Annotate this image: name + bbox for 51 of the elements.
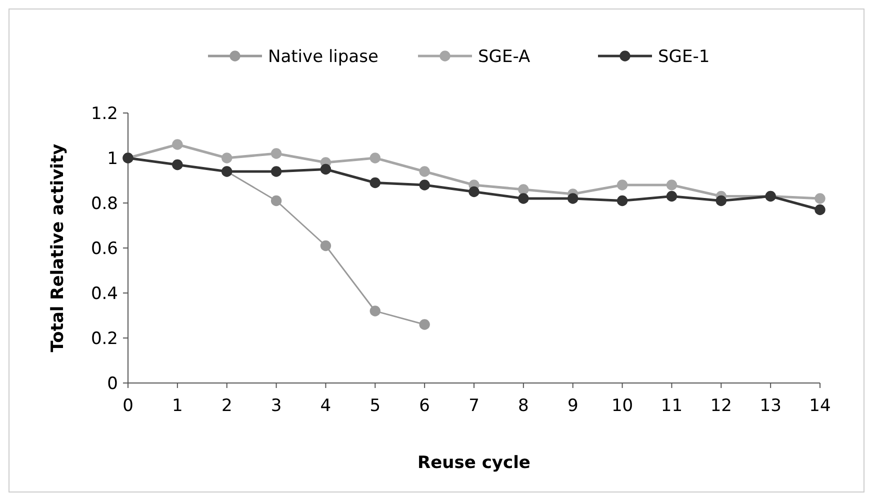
point bbox=[270, 195, 282, 206]
point bbox=[370, 152, 380, 164]
x-tick-label: 12 bbox=[710, 396, 732, 416]
y-tick-label: 0.4 bbox=[90, 284, 118, 304]
point bbox=[616, 195, 628, 206]
x-tick-label: 9 bbox=[567, 396, 578, 416]
legend-label: Native lipase bbox=[268, 46, 378, 67]
y-tick-label: 0.6 bbox=[90, 238, 118, 259]
point bbox=[419, 319, 430, 330]
point bbox=[419, 166, 430, 177]
point bbox=[518, 193, 529, 204]
x-tick-label: 1 bbox=[172, 396, 183, 416]
x-tick-label: 14 bbox=[809, 396, 831, 416]
point bbox=[370, 306, 380, 316]
y-tick-label: 0 bbox=[107, 374, 118, 394]
point bbox=[320, 164, 332, 175]
point bbox=[468, 186, 480, 198]
x-tick-label: 6 bbox=[419, 396, 430, 416]
x-tick-label: 2 bbox=[221, 396, 232, 416]
x-tick-label: 0 bbox=[122, 396, 134, 416]
x-tick-label: 3 bbox=[270, 396, 282, 416]
y-tick-label: 1 bbox=[107, 148, 118, 169]
point bbox=[419, 180, 430, 190]
point bbox=[616, 180, 628, 190]
point bbox=[222, 152, 232, 164]
x-axis-title: Reuse cycle bbox=[418, 453, 530, 473]
point bbox=[270, 166, 282, 177]
point bbox=[370, 177, 380, 188]
point bbox=[172, 139, 183, 150]
x-tick-label: 5 bbox=[370, 396, 381, 416]
x-tick-label: 10 bbox=[611, 396, 634, 416]
point bbox=[814, 193, 826, 204]
x-tick-label: 11 bbox=[660, 396, 683, 416]
point bbox=[270, 148, 282, 159]
x-tick-label: 7 bbox=[468, 396, 480, 416]
legend-label: SGE-1 bbox=[658, 46, 710, 67]
point bbox=[716, 195, 726, 206]
x-tick-label: 13 bbox=[760, 396, 782, 416]
y-axis-title: Total Relative activity bbox=[48, 144, 68, 352]
x-tick-label: 4 bbox=[320, 396, 332, 416]
y-tick-label: 0.8 bbox=[90, 194, 118, 214]
point bbox=[518, 184, 529, 195]
point bbox=[320, 240, 332, 252]
point bbox=[666, 190, 678, 202]
point bbox=[814, 204, 826, 216]
legend-label: SGE-A bbox=[478, 46, 530, 67]
point bbox=[568, 193, 578, 204]
y-tick-label: 1.2 bbox=[90, 104, 118, 124]
y-tick-label: 0.2 bbox=[90, 328, 118, 349]
point bbox=[666, 180, 678, 190]
x-tick-label: 8 bbox=[518, 396, 529, 416]
